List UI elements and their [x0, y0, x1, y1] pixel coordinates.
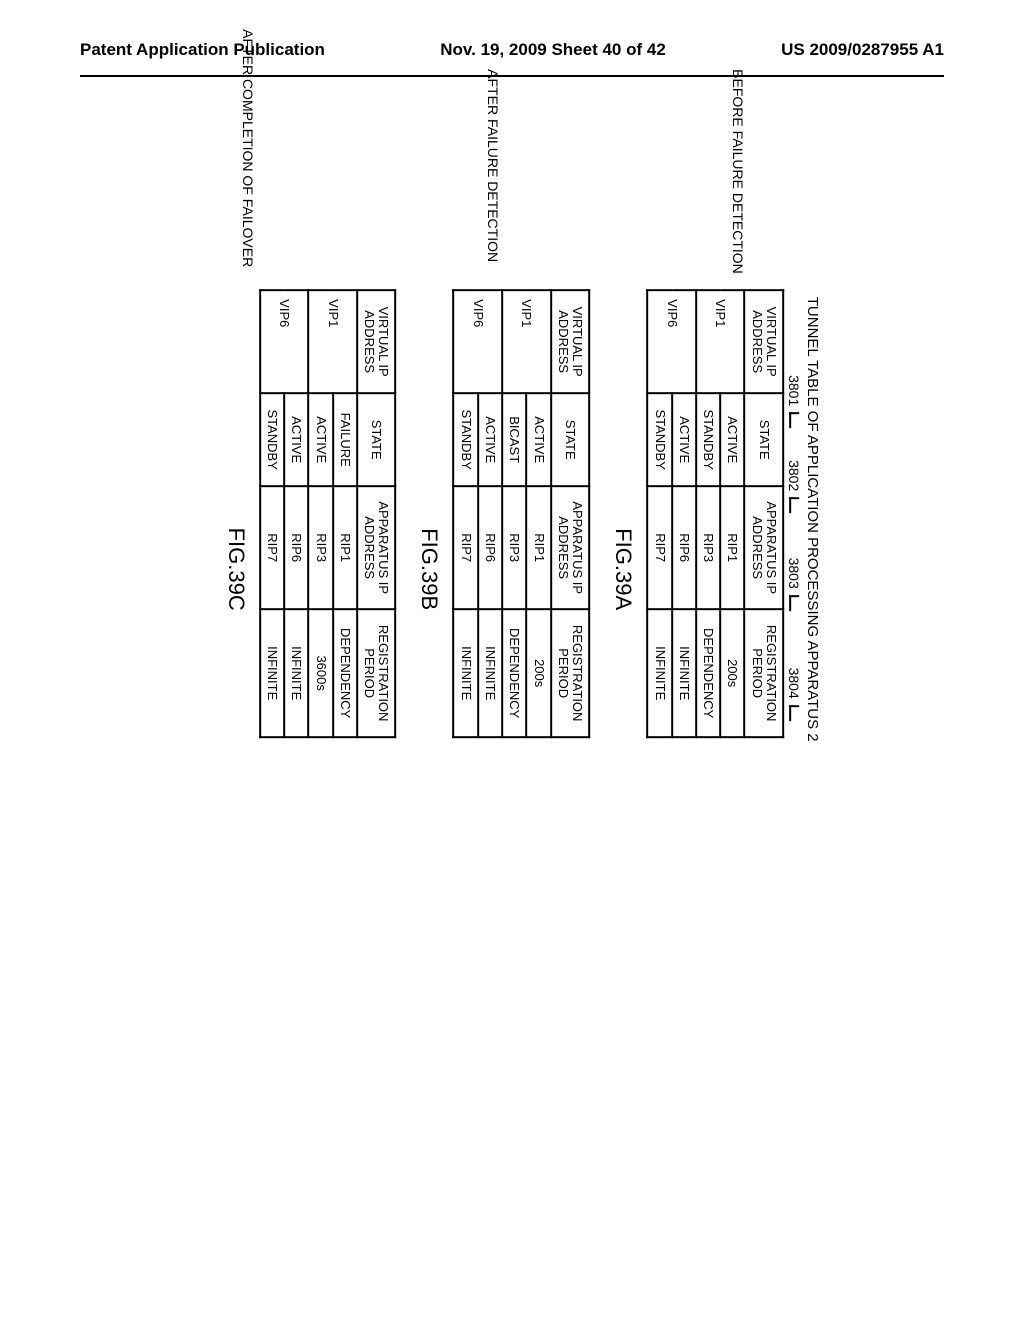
header-right: US 2009/0287955 A1 [781, 40, 944, 60]
col-registration: REGISTRATION PERIOD [357, 609, 396, 737]
hook-icon [789, 705, 799, 721]
cell-state: ACTIVE [308, 393, 332, 486]
col-state: STATE [551, 393, 590, 486]
section-label-b: AFTER FAILURE DETECTION [485, 69, 501, 262]
col-id-1: 3801 [786, 375, 802, 406]
cell-app: RIP3 [308, 486, 332, 609]
cell-vip: VIP1 [502, 290, 551, 393]
hook-icon [789, 595, 799, 611]
col-id-4: 3804 [786, 668, 802, 699]
cell-state: STANDBY [260, 393, 284, 486]
table-row: VIP1 FAILURE RIP1 DEPENDENCY [333, 290, 357, 737]
col-virtual-ip: VIRTUAL IP ADDRESS [745, 290, 784, 393]
table-header-row: VIRTUAL IP ADDRESS STATE APPARATUS IP AD… [551, 290, 590, 737]
cell-reg: 200s [720, 609, 744, 737]
rotated-content: TUNNEL TABLE OF APPLICATION PROCESSING A… [203, 69, 821, 849]
cell-state: BICAST [502, 393, 526, 486]
figure-label-b: FIG.39B [417, 289, 443, 849]
table-c: VIRTUAL IP ADDRESS STATE APPARATUS IP AD… [259, 289, 397, 738]
col-state: STATE [745, 393, 784, 486]
cell-vip: VIP6 [454, 290, 503, 393]
section-label-c: AFTER COMPLETION OF FAILOVER [240, 29, 256, 267]
cell-reg: DEPENDENCY [333, 609, 357, 737]
column-id-labels: 3801 3802 3803 3804 [786, 359, 802, 849]
table-row: VIP6 ACTIVE RIP6 INFINITE [478, 290, 502, 737]
table-a: VIRTUAL IP ADDRESS STATE APPARATUS IP AD… [646, 289, 784, 738]
figure-label-c: FIG.39C [223, 289, 249, 849]
cell-reg: DEPENDENCY [696, 609, 720, 737]
cell-vip: VIP1 [696, 290, 745, 393]
table-row: VIP6 ACTIVE RIP6 INFINITE [284, 290, 308, 737]
cell-app: RIP7 [647, 486, 671, 609]
page-header: Patent Application Publication Nov. 19, … [0, 0, 1024, 75]
col-apparatus-ip: APPARATUS IP ADDRESS [551, 486, 590, 609]
table-b: VIRTUAL IP ADDRESS STATE APPARATUS IP AD… [453, 289, 591, 738]
cell-vip: VIP6 [647, 290, 696, 393]
col-virtual-ip: VIRTUAL IP ADDRESS [551, 290, 590, 393]
cell-app: RIP3 [696, 486, 720, 609]
table-header-row: VIRTUAL IP ADDRESS STATE APPARATUS IP AD… [357, 290, 396, 737]
cell-app: RIP3 [502, 486, 526, 609]
cell-state: ACTIVE [478, 393, 502, 486]
cell-vip: VIP6 [260, 290, 309, 393]
col-registration: REGISTRATION PERIOD [551, 609, 590, 737]
cell-state: ACTIVE [527, 393, 551, 486]
cell-reg: INFINITE [284, 609, 308, 737]
cell-state: STANDBY [454, 393, 478, 486]
col-apparatus-ip: APPARATUS IP ADDRESS [745, 486, 784, 609]
cell-state: STANDBY [696, 393, 720, 486]
header-mid: Nov. 19, 2009 Sheet 40 of 42 [440, 40, 666, 60]
figure-label-a: FIG.39A [610, 289, 636, 849]
hook-icon [789, 412, 799, 428]
cell-reg: DEPENDENCY [502, 609, 526, 737]
cell-reg: INFINITE [454, 609, 478, 737]
cell-state: ACTIVE [720, 393, 744, 486]
col-id-2: 3802 [786, 460, 802, 491]
cell-reg: INFINITE [672, 609, 696, 737]
cell-app: RIP6 [672, 486, 696, 609]
cell-state: ACTIVE [672, 393, 696, 486]
table-row: VIP6 ACTIVE RIP6 INFINITE [672, 290, 696, 737]
col-id-3: 3803 [786, 558, 802, 589]
col-virtual-ip: VIRTUAL IP ADDRESS [357, 290, 396, 393]
cell-app: RIP7 [454, 486, 478, 609]
hook-icon [789, 497, 799, 513]
cell-app: RIP1 [527, 486, 551, 609]
header-left: Patent Application Publication [80, 40, 325, 60]
col-registration: REGISTRATION PERIOD [745, 609, 784, 737]
cell-app: RIP6 [478, 486, 502, 609]
table-header-row: VIRTUAL IP ADDRESS STATE APPARATUS IP AD… [745, 290, 784, 737]
cell-state: FAILURE [333, 393, 357, 486]
cell-state: STANDBY [647, 393, 671, 486]
cell-app: RIP7 [260, 486, 284, 609]
cell-state: ACTIVE [284, 393, 308, 486]
cell-vip: VIP1 [308, 290, 357, 393]
cell-app: RIP6 [284, 486, 308, 609]
cell-reg: INFINITE [260, 609, 284, 737]
col-apparatus-ip: APPARATUS IP ADDRESS [357, 486, 396, 609]
cell-reg: INFINITE [647, 609, 671, 737]
col-state: STATE [357, 393, 396, 486]
cell-reg: 200s [527, 609, 551, 737]
section-label-a: BEFORE FAILURE DETECTION [730, 69, 746, 274]
cell-reg: 3600s [308, 609, 332, 737]
main-title: TUNNEL TABLE OF APPLICATION PROCESSING A… [804, 189, 821, 849]
cell-app: RIP1 [333, 486, 357, 609]
table-row: VIP1 ACTIVE RIP1 200s [720, 290, 744, 737]
cell-reg: INFINITE [478, 609, 502, 737]
table-row: VIP1 ACTIVE RIP1 200s [527, 290, 551, 737]
cell-app: RIP1 [720, 486, 744, 609]
